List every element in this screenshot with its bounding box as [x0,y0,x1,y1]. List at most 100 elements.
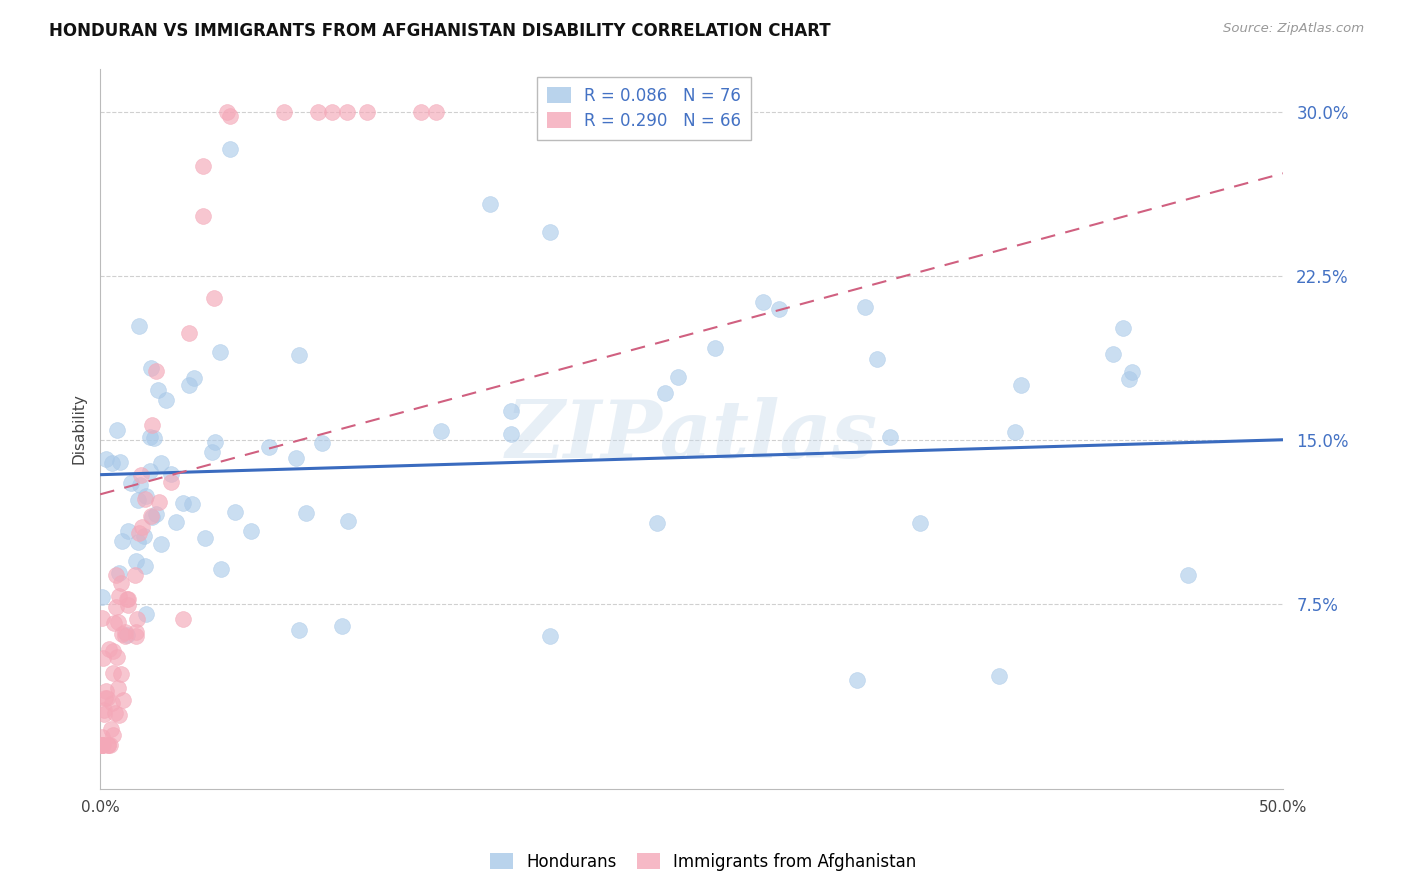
Point [146,383,169,397]
Point [337,515,360,529]
Point [204,435,226,450]
Point [150,537,173,551]
Point [139,361,162,376]
Point [97,739,120,753]
Point [135,490,157,504]
Point [910,516,932,531]
Point [180,497,202,511]
Point [654,386,676,401]
Point [128,318,150,333]
Point [538,225,561,239]
Point [142,431,165,445]
Point [1118,371,1140,385]
Point [97,739,120,753]
Point [191,159,214,173]
Point [117,598,139,612]
Point [114,629,136,643]
Point [117,524,139,538]
Point [165,515,187,529]
Legend: Hondurans, Immigrants from Afghanistan: Hondurans, Immigrants from Afghanistan [481,845,925,880]
Point [139,509,162,524]
Point [100,722,122,736]
Point [134,492,156,507]
Point [91,739,114,753]
Point [499,426,522,441]
Point [159,467,181,482]
Point [1004,425,1026,440]
Point [107,681,129,695]
Point [499,404,522,418]
Point [110,575,132,590]
Point [104,706,127,721]
Point [127,534,149,549]
Point [134,529,156,543]
Point [201,445,224,459]
Point [155,393,177,408]
Point [91,739,114,753]
Text: HONDURAN VS IMMIGRANTS FROM AFGHANISTAN DISABILITY CORRELATION CHART: HONDURAN VS IMMIGRANTS FROM AFGHANISTAN … [49,22,831,40]
Point [866,351,889,366]
Point [172,495,194,509]
Point [191,209,214,223]
Point [1101,347,1123,361]
Point [128,478,150,492]
Point [105,568,128,582]
Y-axis label: Disability: Disability [72,393,86,464]
Point [172,612,194,626]
Point [988,668,1011,682]
Point [1177,568,1199,582]
Point [1111,321,1133,335]
Point [666,370,689,384]
Point [285,450,308,465]
Point [94,691,117,706]
Point [135,607,157,622]
Point [101,728,124,742]
Point [100,696,122,710]
Point [111,627,134,641]
Point [145,508,167,522]
Point [751,295,773,310]
Point [1121,365,1143,379]
Point [125,554,148,568]
Point [356,105,378,120]
Text: Source: ZipAtlas.com: Source: ZipAtlas.com [1223,22,1364,36]
Point [538,629,561,643]
Point [101,644,124,658]
Point [257,440,280,454]
Point [105,600,128,615]
Point [239,524,262,538]
Point [115,592,138,607]
Point [288,623,311,637]
Point [208,345,231,359]
Point [94,684,117,698]
Point [101,456,124,470]
Point [202,291,225,305]
Point [150,456,173,470]
Point [209,562,232,576]
Point [105,423,128,437]
Point [425,105,447,120]
Point [111,693,134,707]
Point [273,105,295,120]
Point [108,455,131,469]
Point [177,326,200,340]
Point [411,105,433,120]
Point [94,451,117,466]
Point [120,476,142,491]
Point [307,105,329,120]
Point [114,625,136,640]
Point [139,464,162,478]
Point [194,531,217,545]
Point [91,651,114,665]
Point [479,197,502,211]
Point [91,739,114,753]
Text: ZIPatlas: ZIPatlas [506,397,877,475]
Point [98,739,121,753]
Point [110,666,132,681]
Point [141,509,163,524]
Point [115,628,138,642]
Point [107,707,129,722]
Point [853,301,876,315]
Point [91,610,114,624]
Point [107,615,129,629]
